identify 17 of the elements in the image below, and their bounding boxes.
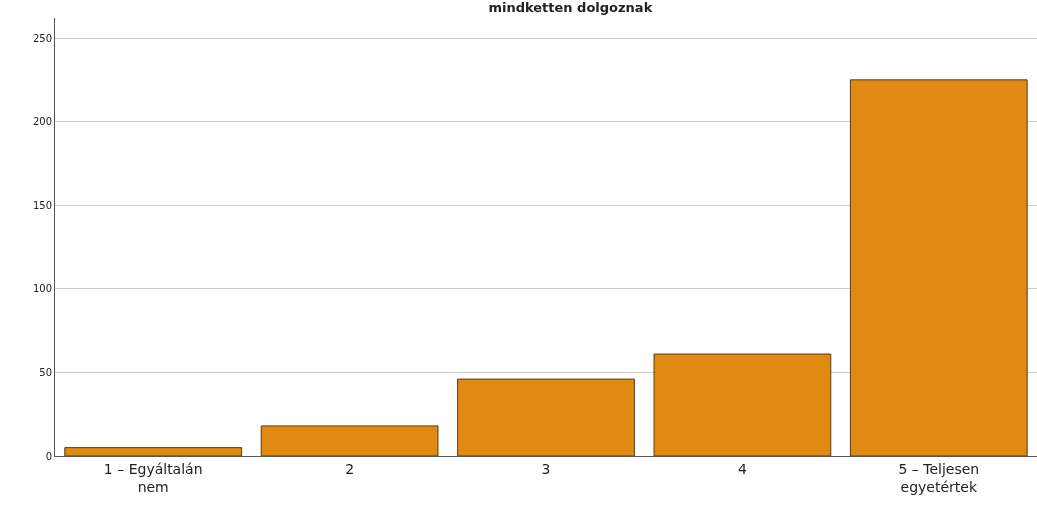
bar: [653, 353, 832, 456]
y-tick-label: 150: [32, 199, 52, 211]
x-tick-label: 4: [737, 460, 747, 477]
chart-title: mindketten dolgoznak: [488, 0, 653, 15]
y-tick-label: 0: [45, 450, 52, 462]
bar: [457, 378, 635, 456]
bar: [260, 425, 439, 456]
y-tick-label: 200: [32, 116, 52, 128]
x-tick-label: 1 – Egyáltalán nem: [103, 460, 203, 495]
x-tick-label: 2: [345, 460, 355, 477]
y-tick-label: 100: [32, 283, 52, 295]
y-tick-label: 250: [32, 32, 52, 44]
bar: [64, 447, 243, 456]
x-tick-label: 3: [541, 460, 551, 477]
y-tick-label: 50: [39, 366, 52, 378]
bar: [849, 79, 1028, 456]
x-tick-label: 5 – Teljesen egyetértek: [898, 460, 980, 495]
